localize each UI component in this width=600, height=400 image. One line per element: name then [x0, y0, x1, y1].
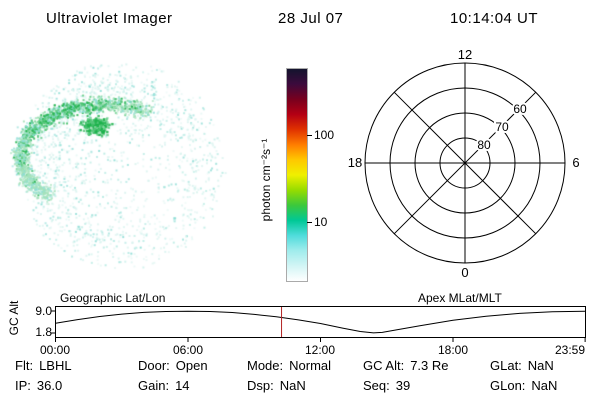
polar-ring-label-80: 80: [477, 138, 491, 152]
polar-rings: [364, 62, 566, 264]
status-mode-label: Mode:: [247, 358, 284, 373]
header-date: 28 Jul 07: [278, 10, 344, 27]
status-gcalt-value: 7.3 Re: [410, 358, 449, 373]
status-seq-label: Seq:: [363, 378, 390, 393]
polar-ring-label-60: 60: [513, 102, 527, 116]
polar-hour-label-0: 0: [461, 265, 468, 280]
status-dsp-label: Dsp:: [247, 378, 274, 393]
colorbar-tick-100: [307, 135, 312, 136]
status-dsp: Dsp: NaN: [247, 378, 306, 393]
status-door-value: Open: [175, 358, 208, 373]
polar-ring-label-70: 70: [495, 120, 509, 134]
status-seq: Seq: 39: [363, 378, 410, 393]
status-gain-label: Gain:: [138, 378, 170, 393]
status-glat-value: NaN: [527, 358, 554, 373]
x-tick-label-1800: 18:00: [437, 343, 469, 357]
header-time: 10:14:04 UT: [450, 10, 539, 27]
colorbar-tick-label-100: 100: [314, 128, 335, 142]
apex-axis-label: Apex MLat/MLT: [418, 291, 502, 305]
colorbar-unit-label: photon cm⁻²s⁻¹: [259, 138, 273, 222]
status-mode-value: Normal: [289, 358, 332, 373]
status-ip: IP: 36.0: [15, 378, 62, 393]
x-ticks: [55, 337, 586, 342]
status-flt-value: LBHL: [39, 358, 72, 373]
colorbar-tick-10: [307, 222, 312, 223]
status-ip-value: 36.0: [36, 378, 63, 393]
status-glat-label: GLat:: [490, 358, 522, 373]
status-flt-label: Flt:: [15, 358, 34, 373]
status-glon: GLon: NaN: [490, 378, 557, 393]
colorbar-gradient: [286, 68, 308, 282]
polar-hour-label-6: 6: [572, 155, 579, 170]
alt-curve: [55, 310, 586, 334]
status-door-label: Door:: [138, 358, 170, 373]
aurora-image: [5, 38, 255, 293]
plot-frame: [55, 306, 586, 338]
status-ip-label: IP:: [15, 378, 31, 393]
x-tick-label-2359: 23:59: [554, 343, 586, 357]
x-tick-label-0000: 00:00: [39, 343, 71, 357]
polar-hour-label-12: 12: [458, 47, 472, 62]
status-glon-label: GLon:: [490, 378, 526, 393]
status-gain-value: 14: [175, 378, 190, 393]
status-seq-value: 39: [395, 378, 411, 393]
status-dsp-value: NaN: [279, 378, 306, 393]
status-gcalt-label: GC Alt:: [363, 358, 405, 373]
status-glon-value: NaN: [531, 378, 558, 393]
status-gcalt: GC Alt: 7.3 Re: [363, 358, 449, 373]
x-tick-label-0600: 06:00: [172, 343, 204, 357]
gc-alt-axis-label: GC Alt: [7, 300, 21, 336]
polar-grid: 12 18 6 0 80 70 60: [348, 47, 580, 280]
colorbar-tick-label-10: 10: [314, 215, 328, 229]
polar-hour-label-18: 18: [348, 155, 362, 170]
gc-alt-plot: [51, 306, 586, 342]
y-tick-label-1-8: 1.8: [35, 325, 52, 339]
x-tick-label-1200: 12:00: [304, 343, 336, 357]
status-gain: Gain: 14: [138, 378, 190, 393]
status-mode: Mode: Normal: [247, 358, 331, 373]
app-title: Ultraviolet Imager: [46, 10, 173, 27]
y-tick-label-9: 9.0: [35, 304, 52, 318]
status-door: Door: Open: [138, 358, 208, 373]
geo-axis-label: Geographic Lat/Lon: [60, 291, 166, 305]
status-glat: GLat: NaN: [490, 358, 554, 373]
status-flt: Flt: LBHL: [15, 358, 72, 373]
